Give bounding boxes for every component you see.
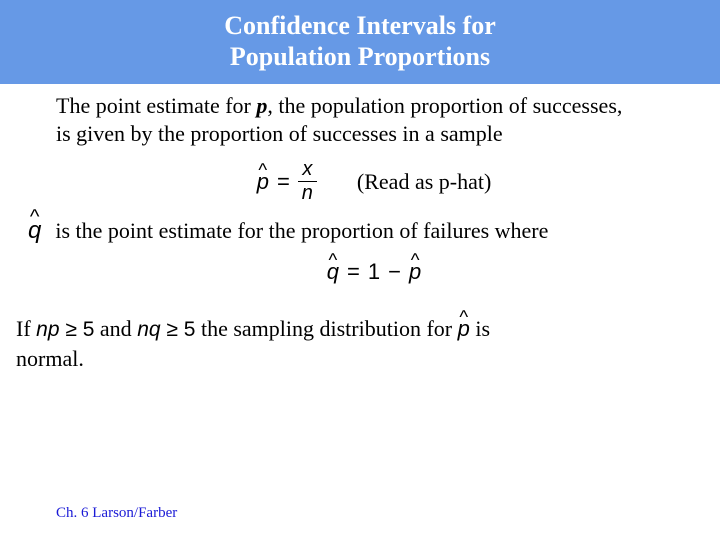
- qhat-equation: ^ q = 1 − ^ p: [327, 258, 421, 286]
- one-literal: 1: [368, 258, 380, 286]
- equals-sign-2: =: [347, 258, 360, 286]
- slide-body: The point estimate for p, the population…: [0, 84, 720, 374]
- slide-header: Confidence Intervals for Population Prop…: [0, 0, 720, 84]
- cond-np: np ≥ 5: [36, 318, 94, 341]
- hat-icon: ^: [459, 304, 468, 329]
- fraction-denominator: n: [298, 183, 317, 204]
- qhat-symbol: ^ q: [28, 216, 41, 246]
- qhat-text: is the point estimate for the proportion…: [55, 217, 548, 245]
- hat-icon: ^: [258, 158, 267, 181]
- header-line-1: Confidence Intervals for: [0, 10, 720, 41]
- equals-sign: =: [277, 168, 290, 196]
- cond-if: If: [16, 316, 36, 341]
- formula-qhat: ^ q = 1 − ^ p: [56, 258, 692, 286]
- phat-equation: ^ p = x n: [257, 159, 317, 204]
- cond-tail1: the sampling distribution for: [201, 316, 458, 341]
- minus-sign: −: [388, 258, 401, 286]
- hat-icon: ^: [30, 205, 40, 231]
- qhat-line: ^ q is the point estimate for the propor…: [28, 216, 692, 246]
- header-line-2: Population Proportions: [0, 41, 720, 72]
- read-as-label: (Read as p-hat): [357, 168, 491, 196]
- hat-icon: ^: [411, 248, 420, 271]
- cond-and: and: [100, 316, 137, 341]
- fraction-numerator: x: [298, 159, 316, 180]
- slide-footer: Ch. 6 Larson/Farber: [56, 505, 177, 522]
- intro-pre: The point estimate for: [56, 93, 256, 118]
- intro-paragraph: The point estimate for p, the population…: [56, 92, 692, 147]
- fraction: x n: [298, 159, 317, 204]
- phat-symbol-2: ^ p: [409, 258, 421, 286]
- qhat-symbol-2: ^ q: [327, 258, 339, 286]
- cond-tail2: is: [475, 316, 490, 341]
- phat-symbol: ^ p: [257, 168, 269, 196]
- cond-normal: normal.: [16, 346, 84, 371]
- phat-symbol-3: ^ p: [458, 314, 470, 344]
- condition-paragraph: If np ≥ 5 and nq ≥ 5 the sampling distri…: [16, 314, 692, 374]
- hat-icon: ^: [329, 248, 338, 271]
- intro-p-symbol: p: [256, 93, 267, 118]
- cond-nq: nq ≥ 5: [137, 318, 195, 341]
- formula-phat: ^ p = x n (Read as p-hat): [56, 159, 692, 204]
